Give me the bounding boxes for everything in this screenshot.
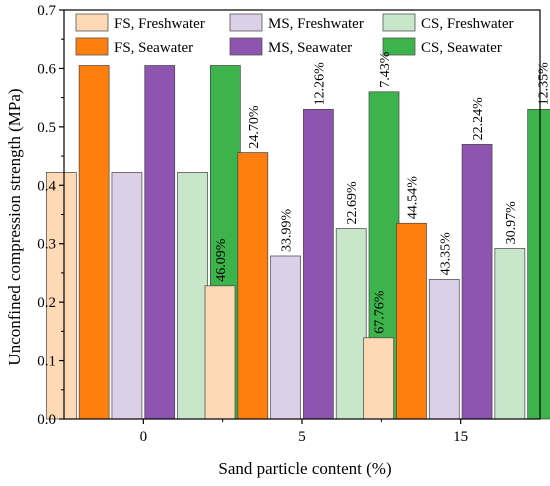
legend-label: MS, Seawater [268, 40, 352, 56]
legend-item: MS, Seawater [229, 37, 352, 56]
bar-data-label: 24.70% [247, 105, 262, 149]
y-tick-label: 0.0 [37, 412, 56, 428]
x-tick-label: 15 [453, 429, 468, 445]
legend-label: CS, Freshwater [421, 16, 514, 32]
bar [78, 65, 110, 420]
bar [428, 279, 460, 420]
bar-data-label: 67.76% [373, 290, 388, 334]
bar [177, 172, 208, 420]
y-tick-label: 0.3 [37, 237, 56, 253]
legend-swatch [75, 13, 109, 32]
legend-label: FS, Freshwater [114, 16, 205, 32]
x-tick-label: 0 [140, 429, 148, 445]
bar-data-label: 22.24% [471, 97, 486, 141]
bar [494, 248, 526, 420]
bar-data-label: 12.26% [312, 62, 327, 106]
y-axis-label: Unconfined compression strength (MPa) [5, 88, 24, 365]
bar-data-label: 46.09% [214, 238, 229, 282]
bar [303, 108, 334, 420]
bar [270, 255, 301, 420]
bars-layer [45, 65, 550, 420]
y-tick-label: 0.1 [37, 354, 56, 370]
legend-item: CS, Seawater [382, 37, 502, 56]
legend-item: MS, Freshwater [229, 13, 364, 32]
axes-layer: 0.0 0.1 0.2 0.3 0.4 0.5 0.6 0.7 0 5 15 [37, 3, 541, 445]
bar [527, 108, 550, 420]
bar-data-label: 22.69% [345, 181, 360, 225]
legend-swatch [229, 37, 263, 56]
bar [461, 144, 493, 420]
bar-data-label: 43.35% [438, 232, 453, 276]
legend-swatch [382, 13, 416, 32]
bar [111, 172, 143, 420]
y-tick-label: 0.5 [37, 120, 56, 136]
legend-swatch [229, 13, 263, 32]
bar-data-label: 33.99% [280, 208, 295, 252]
bar [363, 337, 395, 420]
bar-data-label: 44.54% [405, 176, 420, 220]
legend-label: MS, Freshwater [268, 16, 364, 32]
y-tick-label: 0.6 [37, 61, 56, 77]
legend-label: CS, Seawater [421, 40, 502, 56]
y-tick-label: 0.2 [37, 295, 56, 311]
bar-data-label: 30.97% [504, 201, 519, 245]
bar [237, 152, 269, 420]
legend-item: CS, Freshwater [382, 13, 514, 32]
legend-item: FS, Freshwater [75, 13, 205, 32]
legend-swatch [75, 37, 109, 56]
bar-data-label: 7.43% [378, 51, 393, 88]
bar [144, 65, 176, 420]
bar [396, 222, 427, 420]
y-tick-label: 0.7 [37, 3, 56, 19]
x-tick-label: 5 [298, 429, 306, 445]
bar [335, 228, 367, 420]
y-tick-label: 0.4 [37, 178, 56, 194]
bar [45, 172, 77, 420]
legend-item: FS, Seawater [75, 37, 193, 56]
x-axis-label: Sand particle content (%) [218, 459, 391, 478]
bar-data-label: 12.35% [537, 62, 550, 106]
bar [204, 285, 236, 420]
legend-label: FS, Seawater [114, 40, 193, 56]
legend: FS, Freshwater FS, Seawater MS, Freshwat… [75, 13, 514, 56]
legend-swatch [382, 37, 416, 56]
